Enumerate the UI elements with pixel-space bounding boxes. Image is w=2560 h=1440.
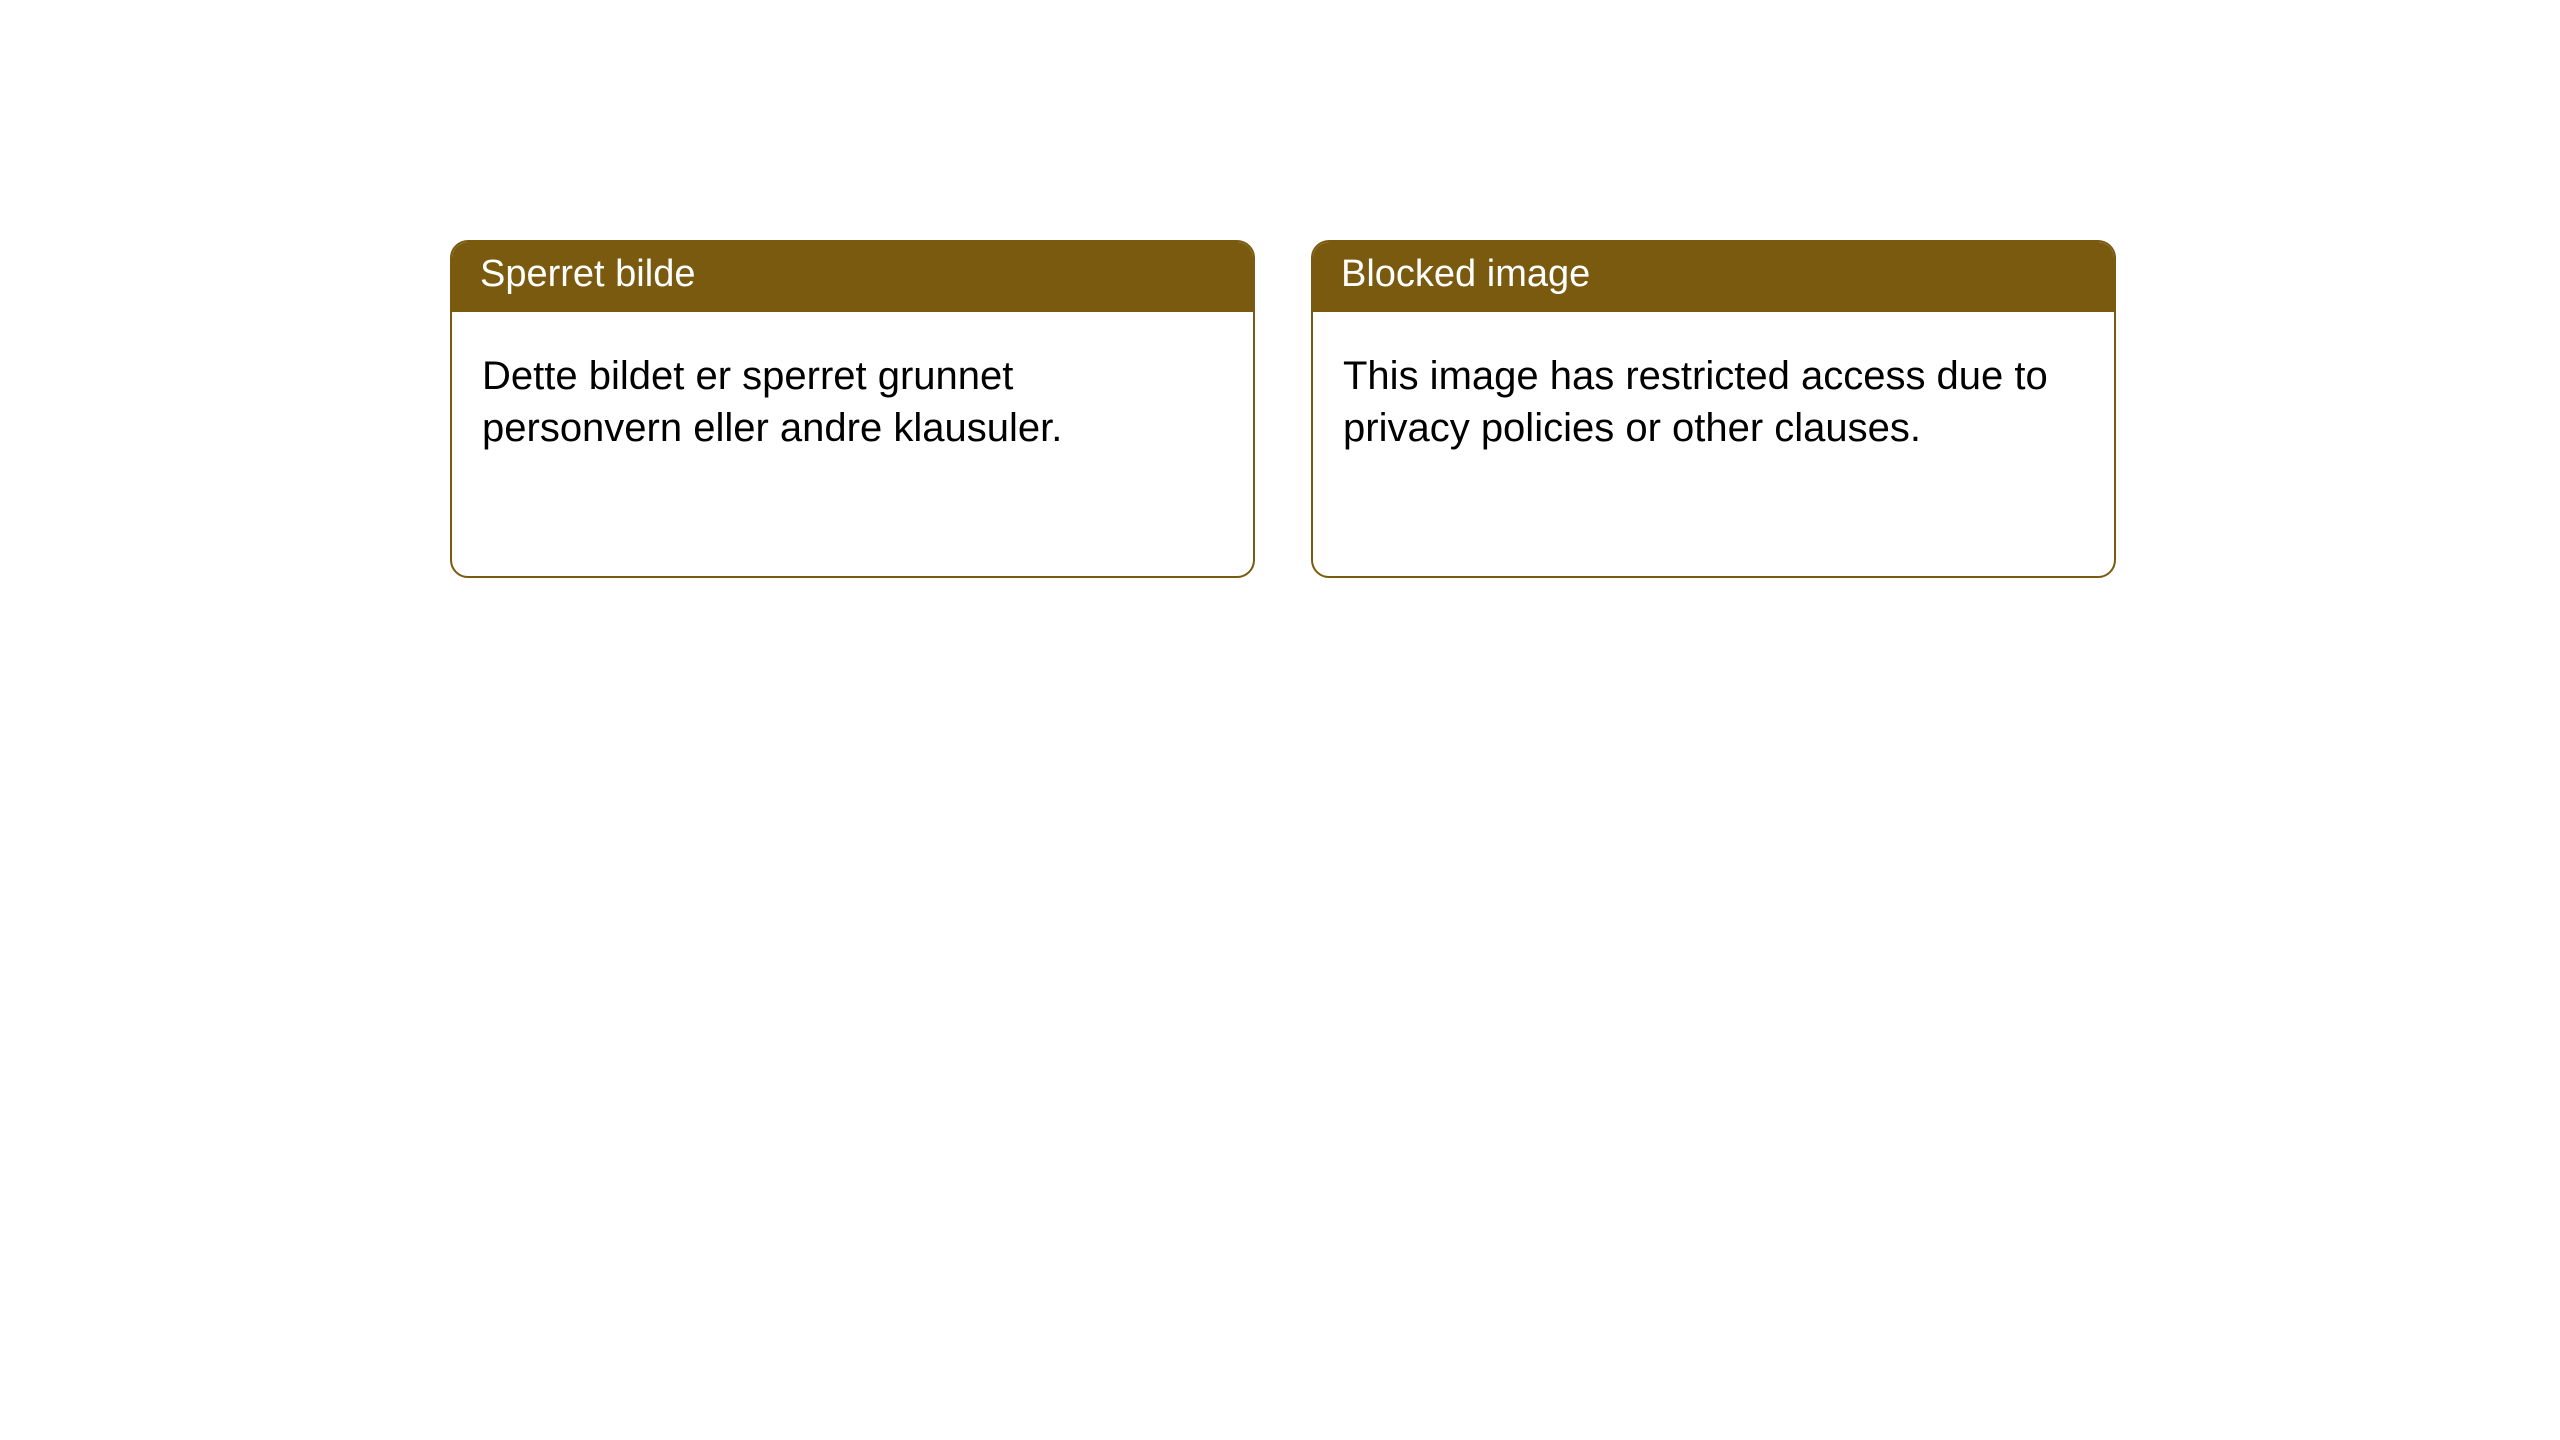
notice-card-english: Blocked image This image has restricted … [1311,240,2116,578]
notice-title: Blocked image [1341,253,1590,295]
notice-container: Sperret bilde Dette bildet er sperret gr… [450,240,2116,578]
notice-header: Sperret bilde [452,242,1253,312]
notice-text: This image has restricted access due to … [1343,354,2048,451]
notice-text: Dette bildet er sperret grunnet personve… [482,354,1062,451]
notice-header: Blocked image [1313,242,2114,312]
notice-body: This image has restricted access due to … [1313,312,2114,486]
notice-title: Sperret bilde [480,253,695,295]
notice-card-norwegian: Sperret bilde Dette bildet er sperret gr… [450,240,1255,578]
notice-body: Dette bildet er sperret grunnet personve… [452,312,1253,486]
